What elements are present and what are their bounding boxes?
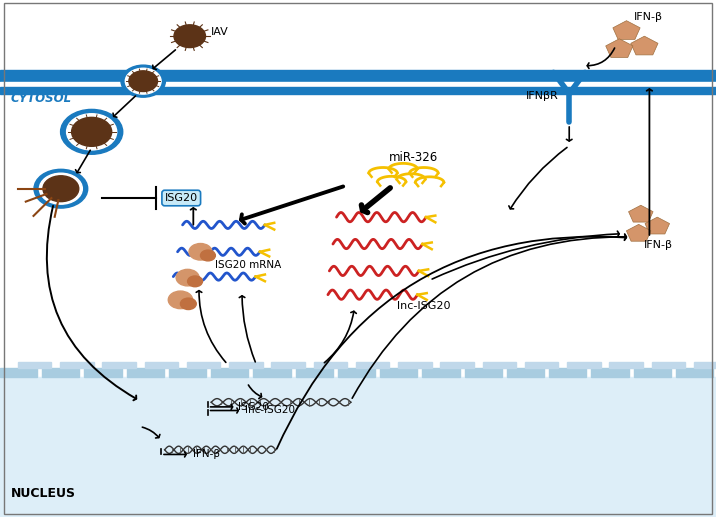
Circle shape <box>174 25 205 48</box>
Circle shape <box>61 110 122 154</box>
Bar <box>338 368 375 377</box>
Bar <box>296 368 333 377</box>
Bar <box>652 361 685 368</box>
Text: IFN-β: IFN-β <box>193 449 221 460</box>
Bar <box>271 361 305 368</box>
Text: NUCLEUS: NUCLEUS <box>11 487 76 500</box>
Bar <box>609 361 643 368</box>
Circle shape <box>200 250 216 261</box>
Bar <box>440 361 474 368</box>
Bar <box>0 70 716 81</box>
Bar <box>398 361 432 368</box>
Text: IFNβR: IFNβR <box>526 90 559 101</box>
Bar <box>84 368 122 377</box>
Text: lnc-ISG20: lnc-ISG20 <box>245 405 295 416</box>
Bar <box>676 368 713 377</box>
Bar <box>567 361 601 368</box>
Text: ISG20: ISG20 <box>165 193 198 203</box>
Bar <box>18 361 52 368</box>
Circle shape <box>39 173 82 204</box>
Circle shape <box>189 244 212 260</box>
Text: IFN-β: IFN-β <box>634 12 662 22</box>
Bar <box>694 361 716 368</box>
Polygon shape <box>626 224 651 241</box>
Bar <box>549 368 586 377</box>
Bar <box>102 361 136 368</box>
Bar <box>314 361 347 368</box>
Circle shape <box>125 68 161 94</box>
Circle shape <box>180 298 196 310</box>
Text: miR-326: miR-326 <box>390 151 438 164</box>
Text: ISG20 mRNA: ISG20 mRNA <box>215 260 281 270</box>
Bar <box>507 368 544 377</box>
Bar <box>525 361 558 368</box>
Bar <box>0 0 716 377</box>
Bar <box>422 368 460 377</box>
Bar <box>60 361 94 368</box>
Bar <box>145 361 178 368</box>
Text: lnc-ISG20: lnc-ISG20 <box>397 301 451 311</box>
Polygon shape <box>629 205 653 222</box>
Circle shape <box>129 71 158 92</box>
Bar <box>0 82 716 86</box>
Bar <box>127 368 164 377</box>
Polygon shape <box>606 39 633 57</box>
Circle shape <box>168 291 193 309</box>
Bar <box>380 368 417 377</box>
Bar <box>591 368 629 377</box>
Bar <box>253 368 291 377</box>
Circle shape <box>188 276 203 287</box>
Bar <box>0 87 716 94</box>
Bar <box>465 368 502 377</box>
Circle shape <box>67 114 117 150</box>
Text: IAV: IAV <box>211 27 229 37</box>
Bar <box>634 368 671 377</box>
Text: IFN-β: IFN-β <box>644 240 673 250</box>
Circle shape <box>72 117 112 146</box>
Polygon shape <box>631 36 658 55</box>
Text: CYTOSOL: CYTOSOL <box>11 92 72 105</box>
Polygon shape <box>613 21 640 39</box>
Bar <box>187 361 221 368</box>
Bar <box>169 368 206 377</box>
Bar <box>211 368 248 377</box>
Circle shape <box>121 65 165 97</box>
Bar <box>0 368 37 377</box>
Bar <box>42 368 79 377</box>
Polygon shape <box>645 217 669 234</box>
Circle shape <box>43 176 79 202</box>
Bar <box>356 361 390 368</box>
Text: ISG20: ISG20 <box>238 402 269 412</box>
Bar <box>229 361 263 368</box>
Bar <box>0 377 716 517</box>
Circle shape <box>176 269 199 286</box>
Bar <box>483 361 516 368</box>
Circle shape <box>34 170 88 208</box>
